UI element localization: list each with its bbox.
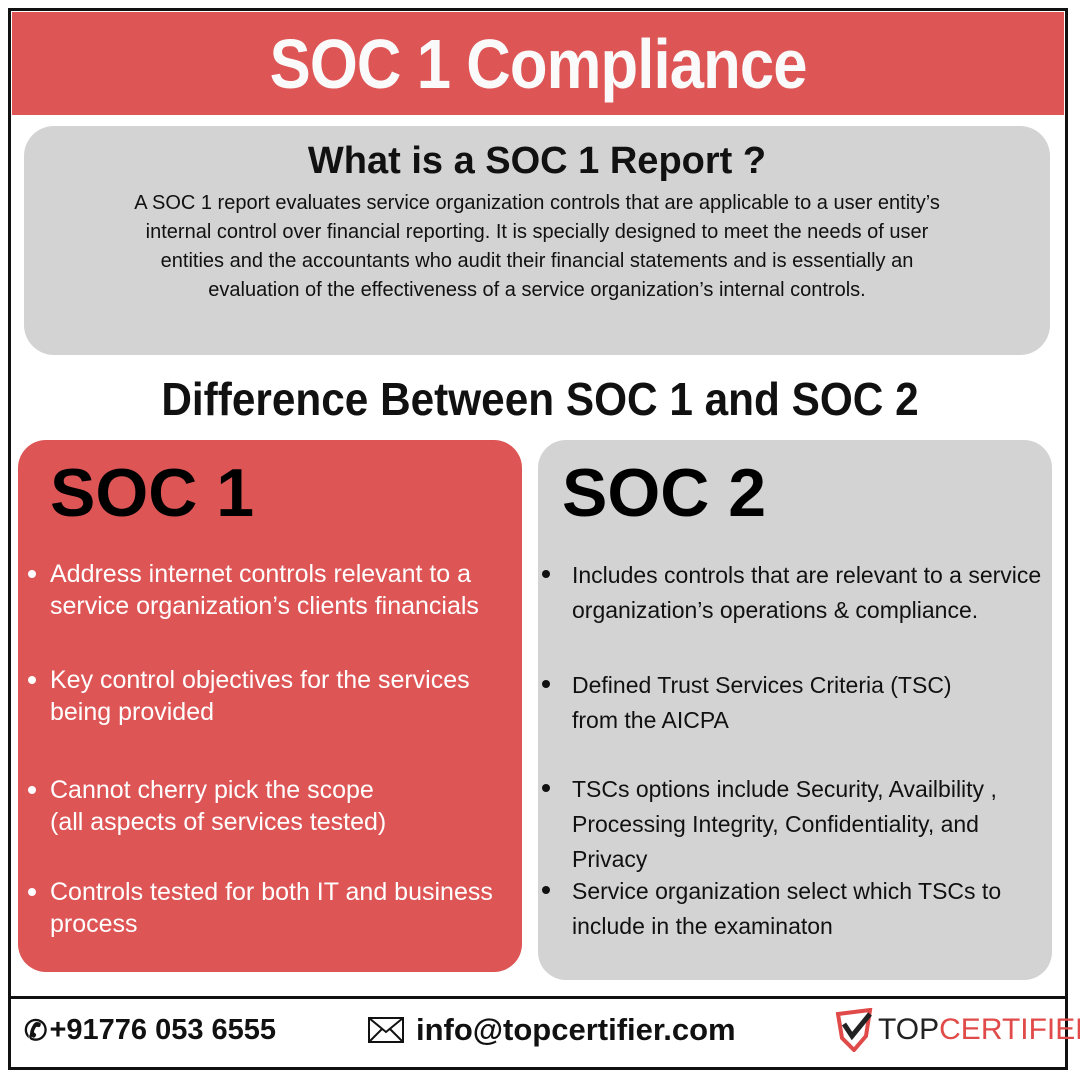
bullet-icon — [28, 570, 36, 578]
page-title: SOC 1 Compliance — [269, 24, 807, 103]
logo-text-certifier: CERTIFIER — [939, 1013, 1080, 1046]
bullet-text: Defined Trust Services Criteria (TSC) fr… — [572, 672, 952, 733]
email-contact[interactable]: info@topcertifier.com — [368, 1012, 736, 1048]
bullet-icon — [542, 570, 550, 578]
soc1-bullet: Key control objectives for the services … — [28, 664, 518, 728]
topcertifier-logo: TOPCERTIFIER — [834, 1008, 1080, 1052]
what-text-line: entities and the accountants who audit t… — [160, 250, 914, 272]
soc1-title: SOC 1 — [50, 455, 255, 531]
bullet-icon — [28, 676, 36, 684]
bullet-icon — [542, 784, 550, 792]
phone-number: +91776 053 6555 — [49, 1014, 277, 1046]
difference-heading: Difference Between SOC 1 and SOC 2 — [161, 373, 919, 425]
what-text-line: A SOC 1 report evaluates service organiz… — [134, 192, 940, 214]
bullet-icon — [28, 786, 36, 794]
bullet-text: Address internet controls relevant to a … — [50, 560, 479, 620]
bullet-text: Service organization select which TSCs t… — [572, 878, 1002, 939]
bullet-icon — [542, 680, 550, 688]
soc2-panel: SOC 2 Includes controls that are relevan… — [538, 440, 1052, 980]
soc1-bullet: Cannot cherry pick the scope (all aspect… — [28, 774, 408, 838]
soc2-bullet: TSCs options include Security, Availbili… — [542, 772, 1052, 877]
what-is-soc1-panel: What is a SOC 1 Report ? A SOC 1 report … — [24, 126, 1050, 355]
bullet-icon — [542, 886, 550, 894]
soc2-bullet: Defined Trust Services Criteria (TSC) fr… — [542, 668, 982, 738]
bullet-text: Includes controls that are relevant to a… — [572, 562, 1042, 623]
bullet-icon — [28, 888, 36, 896]
soc1-bullet: Address internet controls relevant to a … — [28, 558, 518, 622]
header-banner: SOC 1 Compliance — [12, 12, 1064, 115]
soc2-bullet: Includes controls that are relevant to a… — [542, 558, 1052, 628]
soc1-panel: SOC 1 Address internet controls relevant… — [18, 440, 522, 972]
soc2-title: SOC 2 — [562, 455, 767, 531]
what-text-line: internal control over financial reportin… — [145, 221, 929, 243]
footer-divider — [8, 996, 1068, 999]
logo-text-top: TOP — [878, 1013, 940, 1046]
what-text-line: evaluation of the effectiveness of a ser… — [208, 279, 866, 301]
soc2-bullet: Service organization select which TSCs t… — [542, 874, 1012, 944]
soc1-bullet: Controls tested for both IT and business… — [28, 876, 518, 940]
bullet-text: TSCs options include Security, Availbili… — [572, 776, 997, 872]
phone-contact[interactable]: ✆ +91776 053 6555 — [24, 1014, 276, 1047]
bullet-text: Controls tested for both IT and business… — [50, 878, 493, 938]
envelope-icon — [368, 1017, 404, 1043]
what-title: What is a SOC 1 Report ? — [307, 140, 767, 182]
shield-check-icon — [835, 1008, 873, 1052]
bullet-text: Cannot cherry pick the scope (all aspect… — [50, 776, 387, 836]
bullet-text: Key control objectives for the services … — [50, 666, 470, 726]
phone-icon: ✆ — [24, 1015, 48, 1046]
outer-frame — [8, 8, 1068, 1070]
email-address: info@topcertifier.com — [416, 1012, 736, 1047]
